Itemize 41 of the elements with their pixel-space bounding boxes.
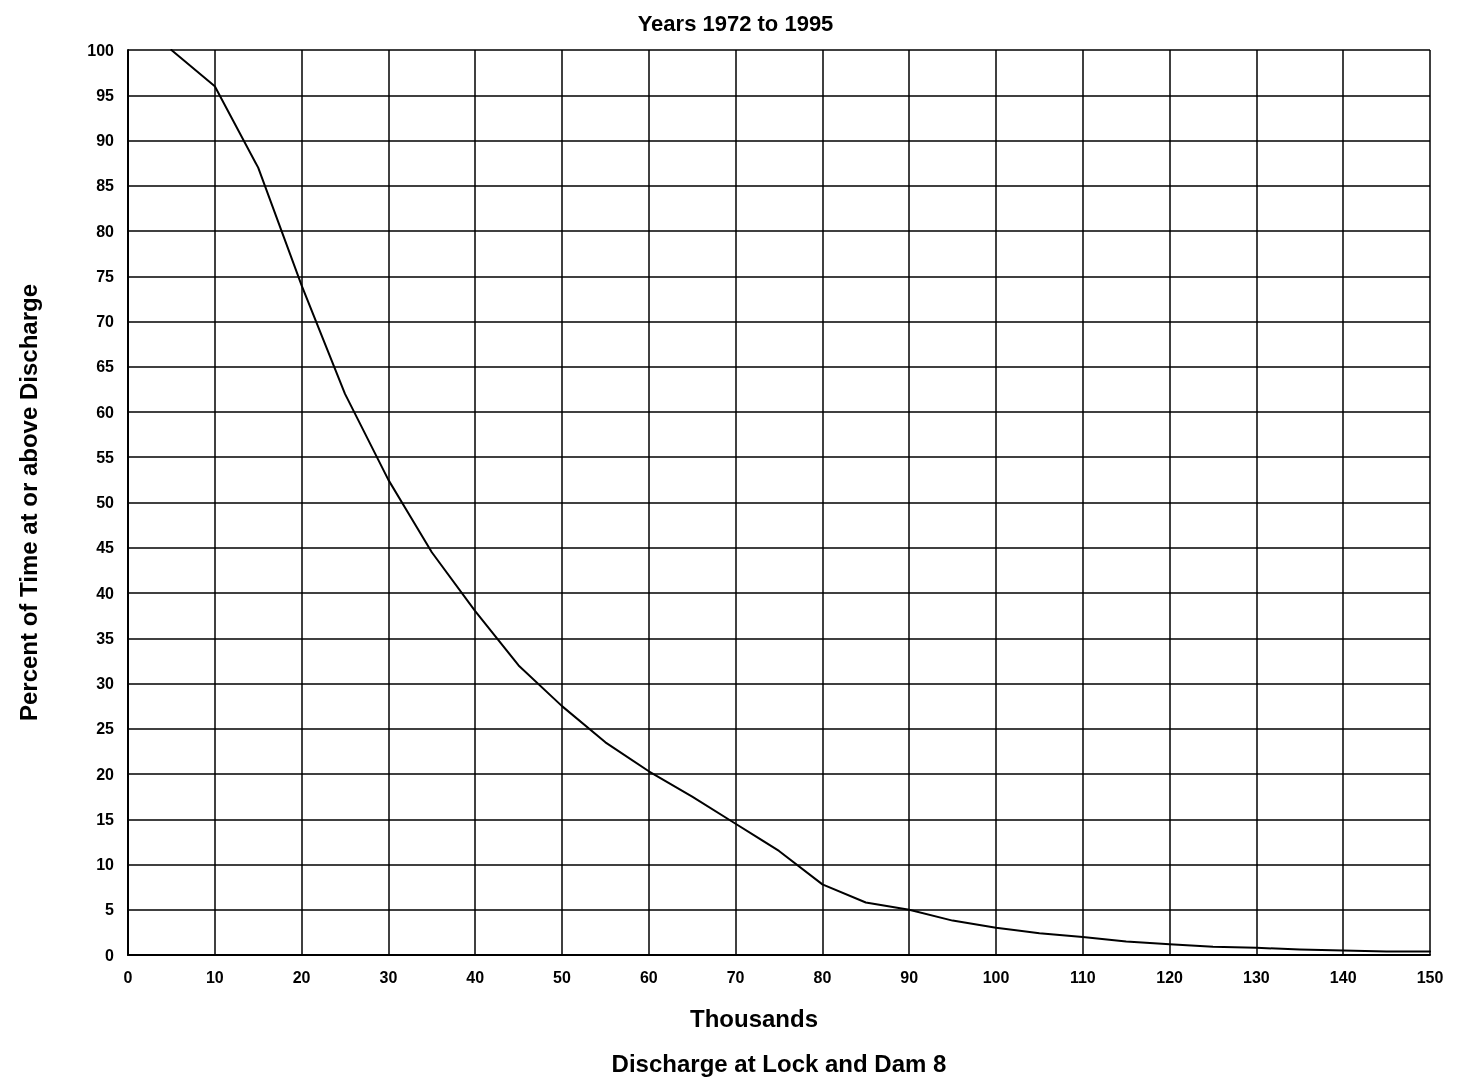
x-tick-label: 70 xyxy=(726,968,745,986)
y-tick-label: 0 xyxy=(105,946,115,964)
x-tick-label: 0 xyxy=(123,968,133,986)
y-tick-label: 45 xyxy=(96,539,115,557)
x-tick-label: 50 xyxy=(553,968,571,986)
y-tick-label: 25 xyxy=(96,720,115,738)
y-tick-label: 5 xyxy=(105,901,115,919)
x-tick-label: 120 xyxy=(1156,968,1184,986)
y-tick-label: 30 xyxy=(96,675,115,692)
y-tick-label: 95 xyxy=(96,86,115,104)
x-tick-label: 140 xyxy=(1329,968,1357,986)
x-tick-label: 10 xyxy=(205,968,224,986)
x-tick-label: 110 xyxy=(1069,968,1096,986)
x-tick-label: 20 xyxy=(292,968,311,986)
y-tick-label: 85 xyxy=(96,177,115,195)
y-tick-label: 55 xyxy=(96,448,115,466)
y-axis-title: Percent of Time at or above Discharge xyxy=(14,283,42,722)
y-tick-label: 40 xyxy=(96,584,115,602)
y-tick-label: 65 xyxy=(96,358,115,376)
x-tick-label: 150 xyxy=(1416,968,1444,986)
y-tick-label: 75 xyxy=(96,267,115,285)
chart-title: Years 1972 to 1995 xyxy=(637,10,834,36)
y-tick-label: 50 xyxy=(96,494,115,511)
y-tick-label: 80 xyxy=(96,222,115,240)
x-tick-label: 90 xyxy=(900,968,919,986)
y-tick-label: 35 xyxy=(96,629,115,647)
x-tick-label: 100 xyxy=(982,968,1010,986)
y-tick-label: 90 xyxy=(96,132,115,149)
y-tick-label: 15 xyxy=(96,810,115,828)
y-tick-label: 20 xyxy=(96,765,115,783)
x-tick-label: 30 xyxy=(379,968,398,986)
y-tick-label: 10 xyxy=(96,856,115,873)
y-tick-label: 100 xyxy=(87,41,115,59)
y-tick-label: 70 xyxy=(96,313,115,330)
x-tick-label: 130 xyxy=(1243,968,1270,986)
x-tick-label: 40 xyxy=(466,968,485,986)
x-axis-title: Discharge at Lock and Dam 8 xyxy=(611,1049,947,1077)
x-tick-label: 60 xyxy=(639,968,658,986)
text: Thousands xyxy=(690,1004,819,1032)
y-tick-label: 60 xyxy=(96,403,115,421)
x-tick-label: 80 xyxy=(813,968,832,986)
